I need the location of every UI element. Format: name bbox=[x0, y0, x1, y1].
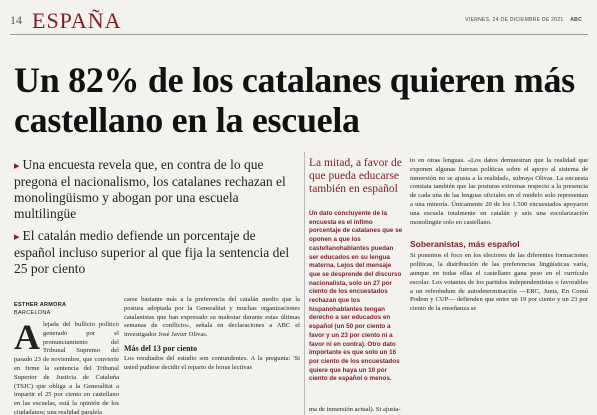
column-3-subhead: Soberanistas, más español bbox=[410, 239, 520, 250]
date: VIERNES, 24 DE DICIEMBRE DE 2021 bbox=[465, 17, 564, 23]
section-title: ESPAÑA bbox=[32, 8, 122, 33]
page-header: 14 ESPAÑA VIERNES, 24 DE DICIEMBRE DE 20… bbox=[10, 8, 590, 34]
sidebar-title: La mitad, a favor de que pueda educarse … bbox=[309, 157, 402, 195]
column-2-para-1: carse bastante más a la preferencia del … bbox=[124, 296, 300, 339]
subhead-2-text: El catalán medio defiende un porcentaje … bbox=[14, 228, 290, 276]
column-3-para-1: to en otras lenguas. «Los datos demuestr… bbox=[410, 157, 588, 226]
subhead-1-text: Una encuesta revela que, en contra de lo… bbox=[14, 157, 286, 221]
column-3: to en otras lenguas. «Los datos demuestr… bbox=[410, 157, 588, 317]
bullet-arrow-icon: ▸ bbox=[14, 160, 20, 172]
author-name: ESTHER ARMORA bbox=[14, 302, 67, 308]
subhead-2: ▸ El catalán medio defiende un porcentaje… bbox=[14, 228, 300, 277]
column-1-body: lejada del bullicio político generado po… bbox=[14, 321, 119, 415]
dropcap: A bbox=[14, 321, 40, 357]
dateline: VIERNES, 24 DE DICIEMBRE DE 2021 ABC bbox=[465, 17, 582, 23]
author-place: BARCELONA bbox=[14, 310, 51, 316]
column-divider bbox=[304, 152, 305, 415]
page-number: 14 bbox=[10, 13, 22, 27]
bullet-arrow-icon: ▸ bbox=[14, 231, 20, 243]
subhead-1: ▸ Una encuesta revela que, en contra de l… bbox=[14, 157, 300, 222]
sidebar-body: Un dato concluyente de la encuesta es el… bbox=[309, 210, 403, 383]
byline: ESTHER ARMORA BARCELONA bbox=[14, 301, 124, 317]
bottom-fragment: ma de inmersión actual). Si ajusta- bbox=[309, 406, 401, 413]
column-3-para-2: Si ponemos el foco en los electores de l… bbox=[410, 252, 588, 313]
masthead: ABC bbox=[570, 17, 582, 23]
column-2-subhead: Más del 13 por ciento bbox=[124, 343, 198, 353]
column-2-para-2: Los resultados del estudio son contunden… bbox=[124, 354, 300, 371]
header-divider bbox=[10, 34, 588, 35]
column-2: carse bastante más a la preferencia del … bbox=[124, 296, 300, 415]
headline: Un 82% de los catalanes quieren más cast… bbox=[14, 60, 575, 140]
sidebar-box: La mitad, a favor de que pueda educarse … bbox=[309, 157, 403, 384]
